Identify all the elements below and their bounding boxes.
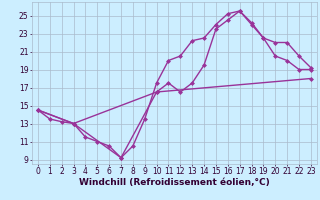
X-axis label: Windchill (Refroidissement éolien,°C): Windchill (Refroidissement éolien,°C) [79, 178, 270, 187]
